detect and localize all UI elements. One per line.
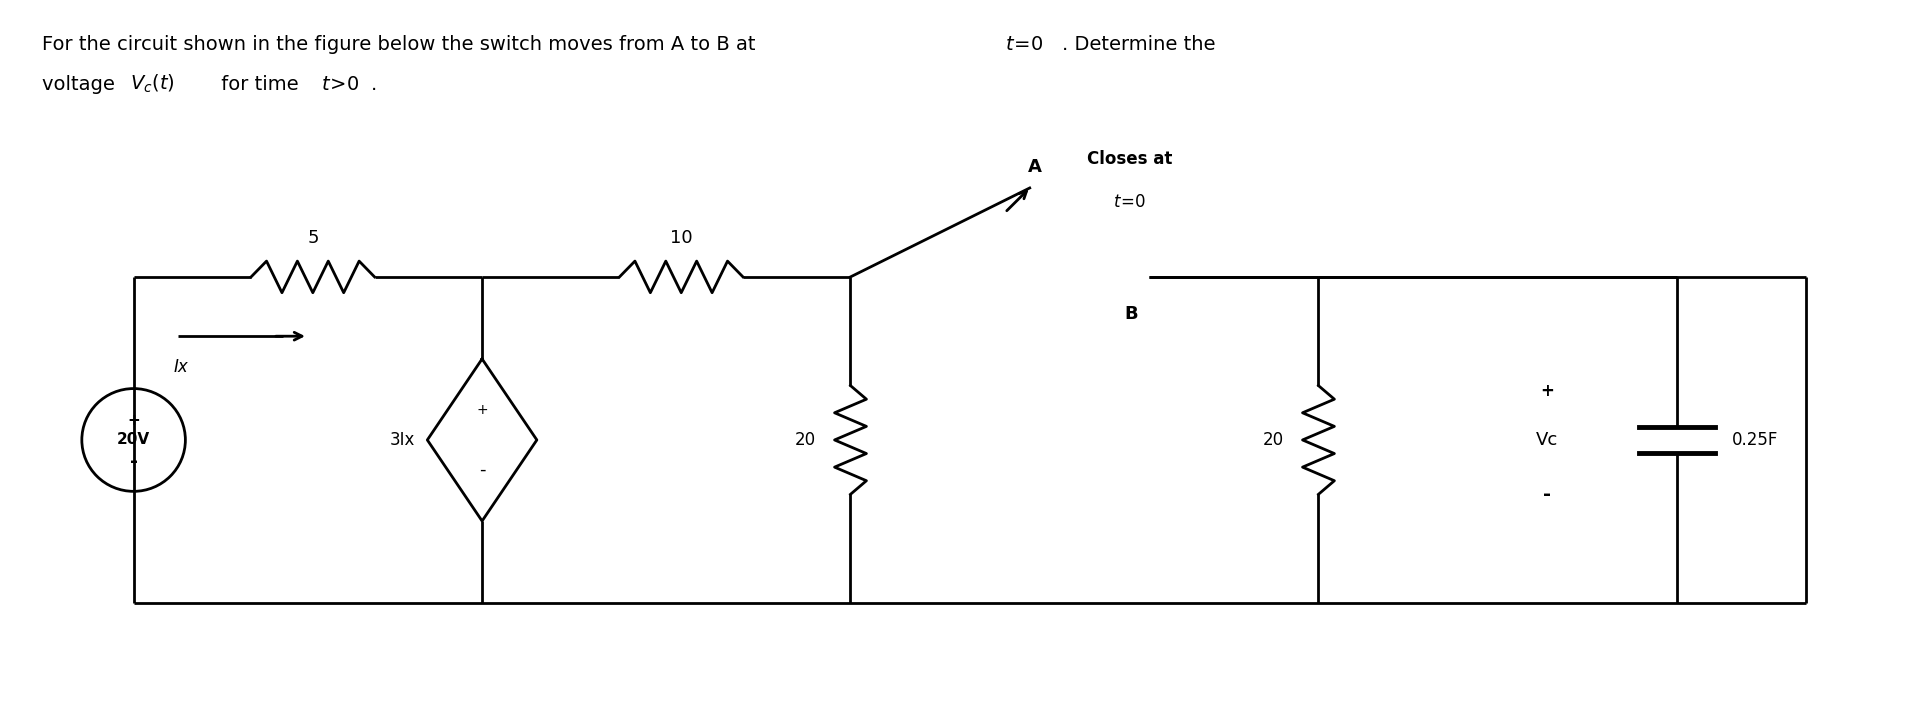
Text: 20V: 20V (117, 433, 150, 448)
Text: $t\!=\!0$: $t\!=\!0$ (1005, 35, 1044, 54)
Text: $t\!>\!0$: $t\!>\!0$ (322, 75, 358, 94)
Text: +: + (1541, 381, 1554, 400)
Text: . Determine the: . Determine the (1061, 35, 1215, 54)
Text: Vc: Vc (1537, 431, 1558, 449)
Text: for time: for time (216, 75, 304, 94)
Text: For the circuit shown in the figure below the switch moves from A to B at: For the circuit shown in the figure belo… (42, 35, 763, 54)
Text: A: A (1028, 158, 1042, 176)
Text: $t\!=\!0$: $t\!=\!0$ (1113, 193, 1146, 211)
Text: $V_c(t)$: $V_c(t)$ (129, 73, 173, 95)
Text: Closes at: Closes at (1086, 150, 1171, 168)
Text: -: - (129, 453, 137, 471)
Text: .: . (370, 75, 377, 94)
Text: -: - (1543, 485, 1552, 504)
Text: 20: 20 (1262, 431, 1283, 449)
Text: 20: 20 (795, 431, 815, 449)
Text: 5: 5 (306, 229, 318, 247)
Text: B: B (1125, 304, 1138, 323)
Text: 10: 10 (670, 229, 693, 247)
Text: 3Ix: 3Ix (389, 431, 416, 449)
Text: Ix: Ix (173, 358, 189, 376)
Text: voltage: voltage (42, 75, 121, 94)
Text: -: - (480, 460, 485, 479)
Text: 0.25F: 0.25F (1731, 431, 1778, 449)
Text: +: + (476, 403, 487, 417)
Text: +: + (127, 413, 141, 428)
